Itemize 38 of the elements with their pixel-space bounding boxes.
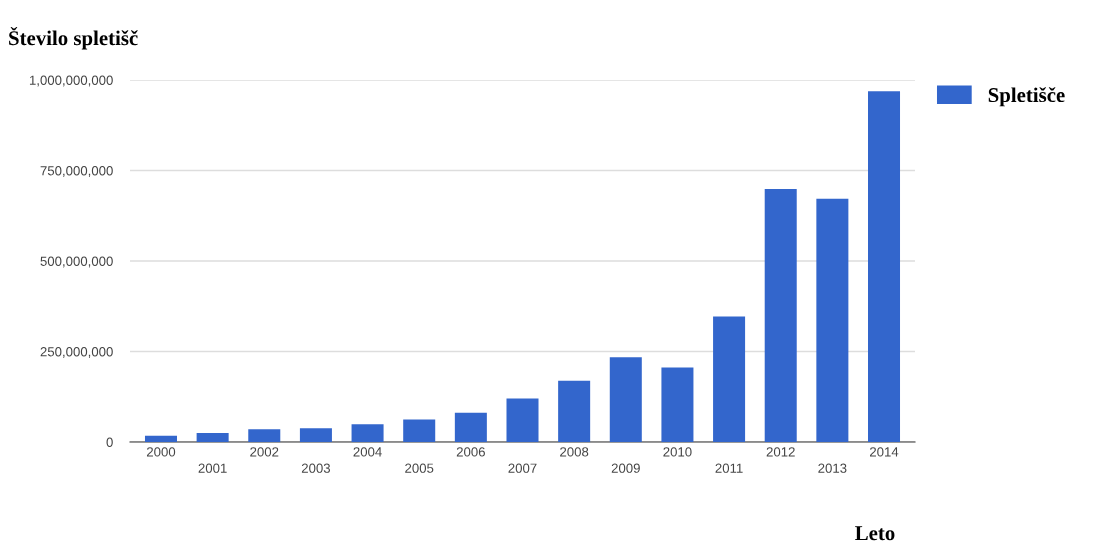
- x-tick-label: 2012: [766, 447, 795, 457]
- x-tick-label: 2008: [560, 447, 589, 457]
- x-tick-label: 2011: [715, 463, 743, 473]
- bar: [713, 316, 746, 442]
- x-tick-label: 2003: [301, 463, 331, 473]
- x-tick-label: 2007: [508, 463, 537, 473]
- bar: [196, 432, 229, 442]
- bar: [558, 380, 591, 442]
- bar: [299, 428, 332, 442]
- bar: [454, 412, 487, 442]
- x-tick-label: 2014: [870, 447, 899, 457]
- y-tick-label: 500,000,000: [40, 256, 113, 268]
- bar: [609, 357, 642, 442]
- x-tick-label: 2004: [353, 447, 382, 457]
- x-tick-label: 2000: [146, 447, 176, 457]
- x-tick-label: 2009: [611, 463, 640, 473]
- x-tick-label: 2006: [456, 447, 485, 457]
- bar: [506, 398, 539, 442]
- y-tick-label: 750,000,000: [40, 166, 113, 177]
- bar: [661, 367, 694, 442]
- y-tick-label: 1,000,000,000: [29, 75, 113, 87]
- bar: [764, 188, 797, 442]
- bar: [351, 424, 384, 442]
- bar: [816, 198, 849, 442]
- bar: [403, 419, 436, 442]
- x-axis-title: Leto: [855, 526, 895, 541]
- bar: [868, 91, 901, 442]
- bar: [144, 435, 177, 442]
- y-tick-label: 0: [106, 437, 113, 447]
- legend-label: Spletišče: [988, 87, 1065, 107]
- x-tick-label: 2013: [818, 463, 847, 473]
- x-tick-label: 2005: [405, 463, 434, 473]
- y-tick-label: 250,000,000: [40, 347, 113, 358]
- chart-title: Število spletišč: [9, 26, 138, 50]
- x-tick-label: 2010: [663, 447, 692, 457]
- x-tick-label: 2001: [198, 463, 227, 473]
- bar: [248, 429, 281, 442]
- x-tick-label: 2002: [250, 447, 279, 457]
